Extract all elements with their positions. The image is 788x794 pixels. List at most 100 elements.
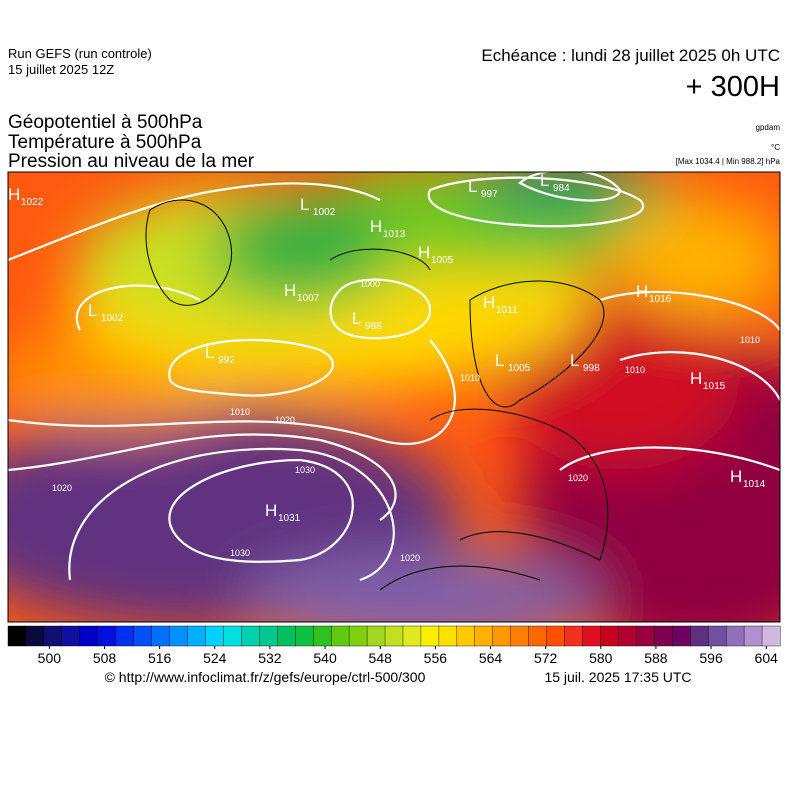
pressure-center: L 984 [540,171,570,194]
valid-time: Echéance : lundi 28 juillet 2025 0h UTC [481,46,780,65]
colorbar-cell [313,625,332,647]
colorbar-cell [456,625,476,647]
colorbar-tick-label: 596 [699,650,723,666]
colorbar-cell [241,625,260,647]
center-value: 1016 [649,294,672,305]
center-value: 1011 [496,305,518,316]
colorbar-cell [169,625,189,647]
colorbar-cell [151,625,171,647]
center-value: 1022 [21,197,44,208]
colorbar-tick-label: 548 [369,650,393,666]
pressure-center: L 988 [352,309,382,332]
colorbar-cell [223,625,242,647]
center-value: 988 [365,321,382,332]
colorbar-tick-label: 532 [258,650,282,666]
colorbar-tick-label: 588 [644,650,668,666]
pressure-center: L 992 [205,343,235,366]
center-kind: H [418,243,430,262]
colorbar: 500 508 516 524 532 540 548 556 564 572 580 588 596 6… [7,625,781,666]
center-value: 1005 [508,363,531,374]
colorbar-cell [79,625,99,647]
center-kind: L [352,309,361,328]
colorbar-cell [582,625,601,647]
unit: °C [771,143,780,152]
colorbar-cell [564,625,584,647]
pressure-center: H 1031 [265,501,301,524]
center-value: 998 [583,363,600,374]
center-value: 1002 [313,207,336,218]
run-date: 15 juillet 2025 12Z [8,62,114,77]
colorbar-cell [366,625,386,647]
contour-label: 1010 [625,365,645,375]
generated-time: 15 juil. 2025 17:35 UTC [544,669,691,685]
pressure-center: L 998 [570,351,600,374]
pressure-center: L 997 [468,177,498,200]
pressure-center: H 1014 [730,467,766,490]
colorbar-cell [510,625,530,647]
map-frame [7,171,781,623]
colorbar-cell [330,625,350,647]
contour-label: 1010 [460,373,480,383]
center-kind: L [540,171,549,190]
colorbar-cell [690,625,709,647]
colorbar-cell [743,625,763,647]
pressure-center: L 1005 [495,351,531,374]
colorbar-cell [133,625,153,647]
field-title: Pression au niveau de la mer [8,151,255,172]
source-url: © http://www.infoclimat.fr/z/gefs/europe… [105,669,426,685]
colorbar-tick-label: 572 [534,650,558,666]
colorbar-cell [546,625,566,647]
field-title: Température à 500hPa [8,132,202,153]
contour-label: 1020 [275,415,295,425]
center-kind: H [636,282,648,301]
colorbar-cell [97,625,117,647]
colorbar-cell [618,625,637,647]
colorbar-cell [43,625,63,647]
center-kind: H [730,467,742,486]
center-kind: L [468,177,477,196]
colorbar-tick-label: 524 [203,650,227,666]
lead-time: + 300H [686,71,780,103]
field-title: Géopotentiel à 500hPa [8,112,203,133]
colorbar-cell [707,625,727,647]
colorbar-cell [277,625,296,647]
center-value: 1015 [703,381,726,392]
colorbar-cell [295,625,314,647]
colorbar-cell [25,625,45,647]
colorbar-cell [492,625,512,647]
colorbar-cell [384,625,404,647]
center-kind: H [483,293,495,312]
center-value: 1002 [101,313,124,324]
contour-label: 1020 [52,483,72,493]
pressure-center: H 1016 [636,282,672,305]
pressure-center: H 1015 [690,369,726,392]
center-kind: H [284,281,296,300]
unit: [Max 1034.4 | Min 988.2] hPa [676,157,781,166]
pressure-center: H 1011 [483,293,518,316]
unit: gpdam [756,123,781,132]
center-kind: H [690,369,702,388]
center-value: 1031 [278,513,301,524]
center-value: 992 [218,355,235,366]
colorbar-cell [7,625,27,647]
pressure-center: L 1002 [88,301,124,324]
pressure-center: H 1013 [370,217,406,240]
colorbar-cell [600,625,619,647]
colorbar-cell [187,625,206,647]
contour-label: 1030 [230,548,250,558]
center-value: 984 [553,183,570,194]
colorbar-tick-label: 508 [93,650,117,666]
colorbar-cell [115,625,135,647]
colorbar-tick-label: 604 [755,650,779,666]
colorbar-cell [654,625,673,647]
center-value: 1005 [431,255,454,266]
center-kind: L [570,351,579,370]
center-kind: H [370,217,382,236]
colorbar-tick-label: 500 [38,650,62,666]
center-kind: L [88,301,97,320]
center-value: 1013 [383,229,406,240]
colorbar-cell [205,625,224,647]
colorbar-cell [761,625,781,647]
contour-label: 1020 [568,473,588,483]
